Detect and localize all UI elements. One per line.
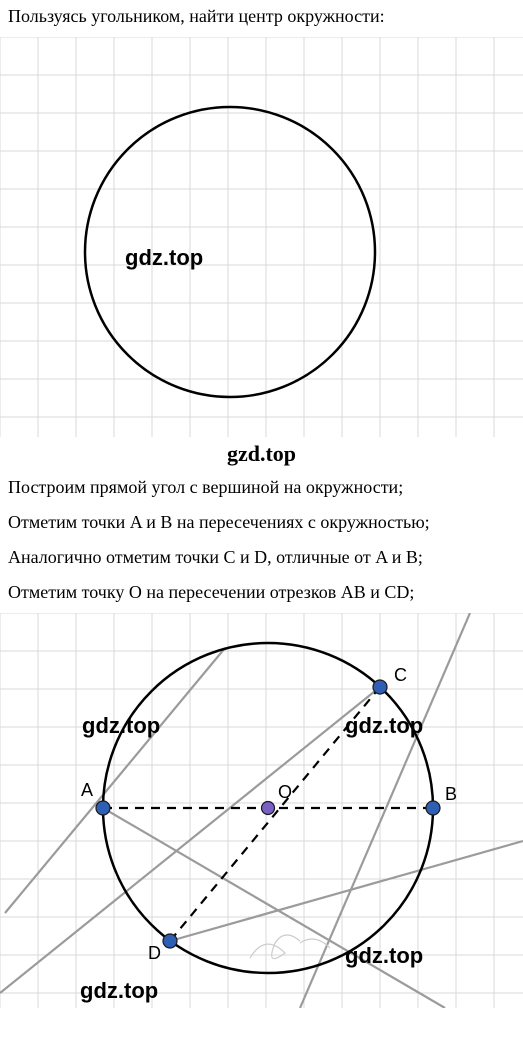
center-watermark: gzd.top	[0, 437, 523, 473]
svg-text:C: C	[394, 665, 407, 685]
construction-svg: A B C D Ogdz.top gdz.top gdz.top gdz.top	[0, 613, 523, 1008]
svg-text:gdz.top: gdz.top	[82, 713, 160, 738]
step-3: Аналогично отметим точки C и D, отличные…	[0, 543, 523, 578]
svg-text:gdz.top: gdz.top	[345, 943, 423, 968]
diagram-2: A B C D Ogdz.top gdz.top gdz.top gdz.top	[0, 613, 523, 1008]
svg-text:A: A	[81, 780, 93, 800]
step-1: Построим прямой угол с вершиной на окруж…	[0, 473, 523, 508]
svg-text:gdz.top: gdz.top	[125, 245, 203, 270]
svg-text:B: B	[445, 784, 457, 804]
svg-text:O: O	[278, 782, 292, 802]
svg-text:gdz.top: gdz.top	[345, 713, 423, 738]
diagram-1: gdz.top	[0, 37, 523, 437]
grid-circle-svg: gdz.top	[0, 37, 523, 437]
instruction: Пользуясь угольником, найти центр окружн…	[0, 0, 523, 37]
step-2: Отметим точки A и B на пересечениях с ок…	[0, 508, 523, 543]
svg-text:gdz.top: gdz.top	[80, 978, 158, 1003]
step-4: Отметим точку O на пересечении отрезков …	[0, 578, 523, 613]
svg-text:D: D	[148, 943, 161, 963]
